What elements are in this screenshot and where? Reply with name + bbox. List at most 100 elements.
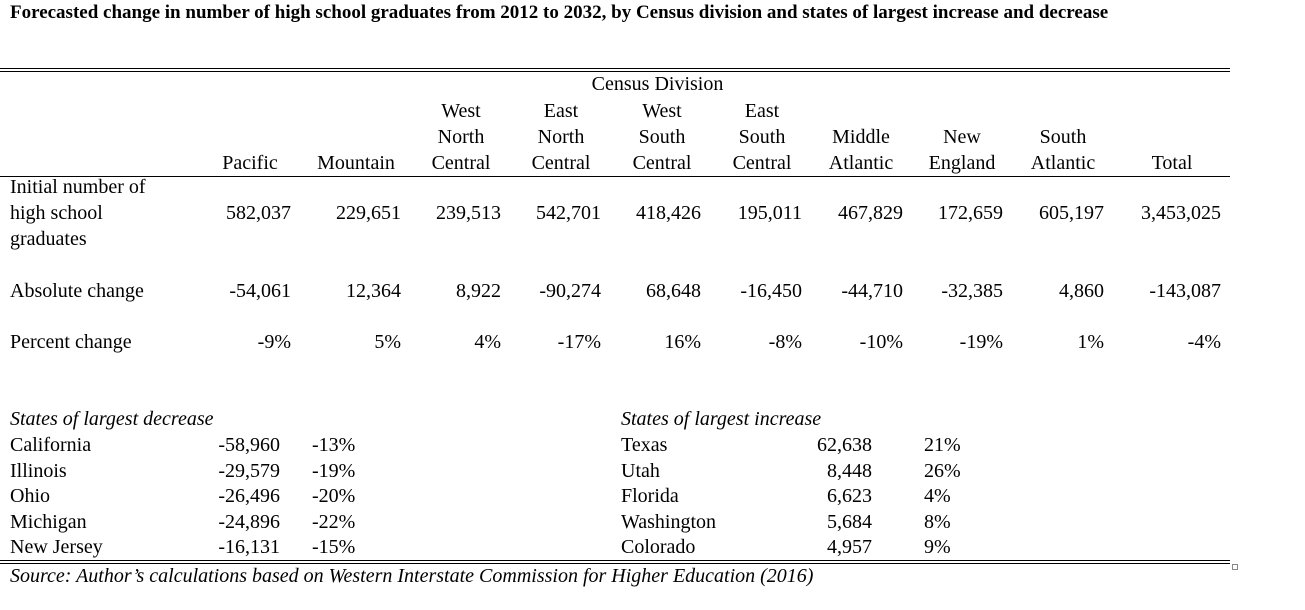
- table-cell: 16%: [664, 331, 701, 353]
- column-header: East South Central: [707, 96, 817, 176]
- state-name: Utah: [621, 459, 660, 482]
- column-header-line: Atlantic: [1030, 152, 1096, 174]
- state-change: 4,957: [827, 536, 872, 558]
- state-change: -58,960: [218, 434, 280, 456]
- state-percent: 4%: [924, 485, 951, 507]
- resize-handle[interactable]: [1232, 564, 1238, 570]
- header-rule: [0, 176, 1230, 177]
- state-percent: 26%: [924, 459, 961, 482]
- table-cell: 418,426: [636, 202, 701, 224]
- table-cell: 4%: [474, 331, 501, 353]
- state-percent: 8%: [924, 510, 951, 533]
- column-header: Mountain: [301, 96, 411, 176]
- state-name: Illinois: [10, 459, 67, 482]
- table-cell: -9%: [257, 331, 291, 353]
- state-change: -26,496: [218, 485, 280, 507]
- state-percent: -20%: [312, 485, 356, 507]
- state-percent: 21%: [924, 434, 961, 456]
- state-change: 8,448: [827, 459, 872, 482]
- row-label: Initial number of: [10, 176, 146, 198]
- table-cell: -143,087: [1149, 280, 1221, 302]
- table-title: Forecasted change in number of high scho…: [10, 2, 1109, 23]
- table-cell: 5%: [374, 331, 401, 353]
- state-name: Ohio: [10, 485, 50, 507]
- column-header: West North Central: [406, 96, 516, 176]
- state-percent: -15%: [312, 536, 356, 558]
- column-header-line: North: [537, 126, 585, 148]
- row-label: Percent change: [10, 331, 132, 353]
- state-name: Texas: [621, 434, 668, 456]
- table-cell: -10%: [859, 331, 903, 353]
- column-header-line: Central: [732, 152, 792, 174]
- table-cell: 68,648: [646, 280, 701, 302]
- table-cell: -32,385: [941, 280, 1003, 302]
- table-cell: -16,450: [740, 280, 802, 302]
- column-header-line: West: [642, 100, 682, 122]
- column-header: West South Central: [607, 96, 717, 176]
- top-rule-2: [0, 71, 1230, 72]
- bottom-rule-1: [0, 560, 1230, 561]
- table-cell: 542,701: [536, 202, 601, 224]
- table-cell: 3,453,025: [1141, 202, 1221, 224]
- decrease-heading: States of largest decrease: [10, 408, 214, 430]
- state-change: -29,579: [218, 459, 280, 482]
- state-name: Washington: [621, 510, 717, 533]
- state-name: Colorado: [621, 536, 696, 558]
- column-header-line: Middle: [832, 126, 890, 148]
- state-percent: -22%: [312, 510, 356, 533]
- table-cell: -19%: [959, 331, 1003, 353]
- table-cell: -54,061: [229, 280, 291, 302]
- table-cell: -4%: [1187, 331, 1221, 353]
- column-header: East North Central: [506, 96, 616, 176]
- column-header-line: Central: [632, 152, 692, 174]
- state-name: Michigan: [10, 510, 87, 533]
- column-header-line: Central: [531, 152, 591, 174]
- table-cell: 4,860: [1059, 280, 1104, 302]
- column-header: New England: [907, 96, 1017, 176]
- column-header: Middle Atlantic: [806, 96, 916, 176]
- table-cell: 8,922: [456, 280, 501, 302]
- table-cell: 12,364: [346, 280, 401, 302]
- column-header-line: South: [1039, 126, 1087, 148]
- column-header-line: West: [441, 100, 481, 122]
- column-header-line: South: [638, 126, 686, 148]
- table-cell: 467,829: [838, 202, 903, 224]
- table-cell: -44,710: [841, 280, 903, 302]
- state-change: 62,638: [817, 434, 872, 456]
- column-header-line: Mountain: [317, 152, 395, 174]
- top-rule-1: [0, 68, 1230, 69]
- row-label: Absolute change: [10, 280, 144, 302]
- table-cell: -8%: [768, 331, 802, 353]
- state-change: -16,131: [218, 536, 280, 558]
- table-cell: 172,659: [938, 202, 1003, 224]
- table-cell: 195,011: [737, 202, 802, 224]
- source-note: Source: Author’s calculations based on W…: [10, 565, 814, 587]
- row-label: graduates: [10, 228, 87, 250]
- increase-heading: States of largest increase: [621, 408, 822, 430]
- state-change: 6,623: [827, 485, 872, 507]
- table-cell: 582,037: [226, 202, 291, 224]
- column-header-line: Central: [431, 152, 491, 174]
- table-cell: 1%: [1077, 331, 1104, 353]
- column-header-line: East: [543, 100, 579, 122]
- state-percent: 9%: [924, 536, 951, 558]
- table-cell: -90,274: [539, 280, 601, 302]
- column-header-line: East: [744, 100, 780, 122]
- column-header-line: South: [738, 126, 786, 148]
- state-change: 5,684: [827, 510, 872, 533]
- column-header-line: England: [928, 152, 996, 174]
- state-name: New Jersey: [10, 536, 103, 558]
- row-label: high school: [10, 202, 103, 224]
- column-header-line: Atlantic: [828, 152, 894, 174]
- table-cell: 239,513: [436, 202, 501, 224]
- state-name: Florida: [621, 485, 679, 507]
- bottom-rule-2: [0, 563, 1230, 564]
- column-header: Total: [1117, 96, 1227, 176]
- column-header-line: Total: [1151, 152, 1193, 174]
- table-cell: -17%: [557, 331, 601, 353]
- state-percent: -13%: [312, 434, 356, 456]
- column-header-line: Pacific: [222, 152, 278, 174]
- state-percent: -19%: [312, 459, 356, 482]
- state-change: -24,896: [218, 510, 280, 533]
- state-name: California: [10, 434, 92, 456]
